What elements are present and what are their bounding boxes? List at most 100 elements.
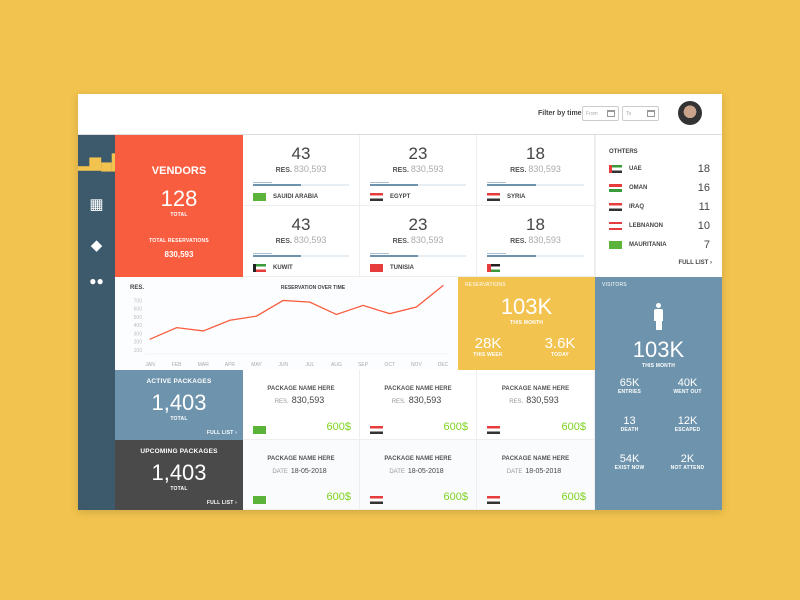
package-name: PACKAGE NAME HERE [501,386,570,392]
res-value: 830,593 [528,235,561,245]
others-name: UAE [629,166,642,172]
flag-sy-icon [487,193,500,201]
stat-value: 40K [677,377,698,389]
upcoming-packages-count: 1,403 [151,460,207,485]
package-price: 600$ [561,491,586,503]
data-point [362,304,364,307]
reservations-panel: RESERVATIONS 103K THIS MONTH 28K THIS WEE… [458,277,595,370]
package-card[interactable]: PACKAGE NAME HERE RES. 830,593 600$ [243,370,360,440]
package-price: 600$ [326,421,351,433]
stat-value: 2K [680,453,695,465]
tag-icon[interactable]: ◆ [90,237,103,254]
country-count: 18 [526,215,545,234]
buildings-icon[interactable]: ▦ [89,196,104,213]
flag-sa-icon [253,426,266,434]
x-tick-label: JAN [145,362,155,368]
x-tick-label: JUN [278,362,288,368]
others-value: 11 [698,201,710,213]
package-price: 600$ [443,421,468,433]
data-point [255,315,258,317]
visitor-stat: 12K ESCAPED [665,415,710,433]
package-label: RES. [274,399,289,405]
data-point [149,338,151,340]
from-placeholder: From [586,111,598,117]
res-value: 830,593 [528,164,561,174]
reservations-title: RESERVATIONS [465,282,506,288]
country-res: RES. 830,593 [243,164,359,174]
country-card[interactable]: 18 RES. 830,593 SYRIA [477,135,595,206]
avatar[interactable] [678,101,702,125]
chart-title: RESERVATION OVER TIME [281,285,346,291]
country-name: EGYPT [390,194,411,200]
flag-eg-icon [370,426,383,434]
package-card[interactable]: PACKAGE NAME HERE DATE 18-05-2018 600$ [243,440,360,510]
header: Filter by time From To [78,94,722,135]
data-point [176,327,178,329]
y-tick-label: 700 [134,298,143,304]
stat-value: 13 [623,415,636,427]
package-card[interactable]: PACKAGE NAME HERE RES. 830,593 600$ [477,370,595,440]
country-res: RES. 830,593 [477,164,594,174]
data-point [202,330,204,332]
from-date-input[interactable]: From [582,106,619,121]
package-value: 830,593 [291,395,325,405]
today-value: 3.6K [544,335,576,352]
x-tick-label: FEB [172,362,182,368]
users-icon[interactable]: ●● [89,274,104,288]
data-point [335,313,338,316]
country-card[interactable]: 43 RES. 830,593 SAUIDI ARABIA [243,135,360,206]
country-card[interactable]: 43 RES. 830,593 KUWIT [243,206,360,277]
filter-label: Filter by time [538,110,582,117]
flag-lb-icon [609,222,622,230]
package-card[interactable]: PACKAGE NAME HERE RES. 830,593 600$ [360,370,477,440]
data-point [229,319,231,321]
full-list-label: FULL LIST [206,500,234,506]
stat-value: 54K [619,453,640,465]
country-name: SYRIA [507,194,526,200]
y-tick-label: 400 [134,323,143,329]
bar-chart-icon[interactable]: ▂▆▄█ [78,154,123,171]
active-full-list-link[interactable]: FULL LIST › [206,430,237,436]
country-res: RES. 830,593 [360,164,476,174]
package-value: 18-05-2018 [290,468,327,475]
res-value: 830,593 [410,235,444,245]
vendors-title: VENDORS [151,165,207,177]
country-card[interactable]: 23 RES. 830,593 TUNISIA [360,206,477,277]
today-label: TODAY [551,352,569,358]
package-value: 830,593 [408,395,442,405]
data-point [389,313,391,315]
package-name: PACKAGE NAME HERE [267,456,335,462]
progress-bar [487,253,584,257]
stat-label: NOT ATTEND [670,465,705,471]
visitors-title: VISITORS [602,282,627,288]
to-date-input[interactable]: To [622,106,659,121]
visitor-stat: 65K ENTRIES [607,377,652,395]
vendors-panel[interactable]: VENDORS 128 TOTAL TOTAL RESERVATIONS 830… [115,135,243,277]
progress-bar [370,182,466,186]
country-card[interactable]: 18 RES. 830,593 [477,206,595,277]
country-count: 23 [408,144,428,163]
upcoming-full-list-link[interactable]: FULL LIST › [206,500,237,506]
package-card[interactable]: PACKAGE NAME HERE DATE 18-05-2018 600$ [360,440,477,510]
flag-jo-icon [487,264,500,272]
package-price: 600$ [326,491,351,503]
res-label: RES. [275,238,292,245]
package-value: 18-05-2018 [407,468,444,475]
others-full-list-link[interactable]: FULL LIST › [678,260,712,266]
country-count: 43 [291,144,311,163]
others-name: OMAN [629,185,648,191]
country-card[interactable]: 23 RES. 830,593 EGYPT [360,135,477,206]
flag-om-icon [609,184,622,192]
active-packages-panel: ACTIVE PACKAGES 1,403 TOTAL FULL LIST › [115,370,243,440]
flag-ae-icon [609,165,622,173]
data-point [282,299,284,302]
active-packages-count-label: TOTAL [170,416,188,422]
package-name: PACKAGE NAME HERE [384,386,452,392]
stat-label: ENTRIES [617,389,642,395]
y-tick-label: 100 [134,348,143,354]
package-card[interactable]: PACKAGE NAME HERE DATE 18-05-2018 600$ [477,440,595,510]
stat-label: DEATH [620,427,639,433]
country-count: 23 [408,215,428,234]
flag-sy-icon [487,496,500,504]
others-value: 16 [697,182,710,194]
